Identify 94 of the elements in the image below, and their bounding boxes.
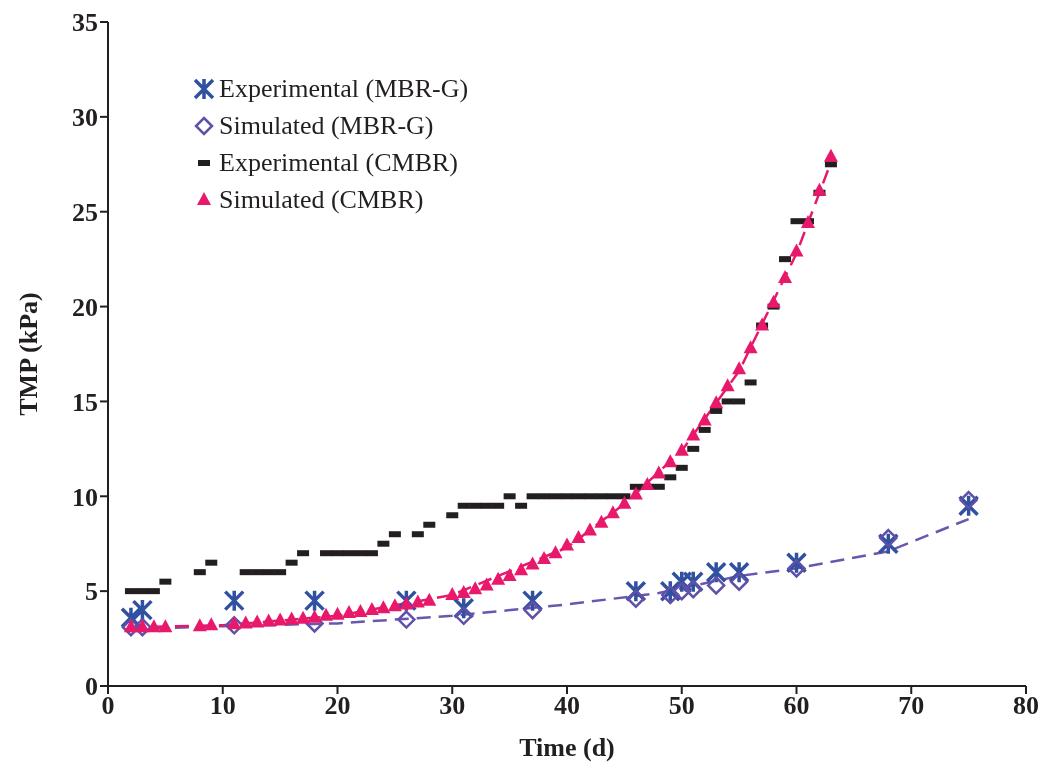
point xyxy=(468,581,483,595)
legend-label: Experimental (CMBR) xyxy=(219,147,459,178)
point xyxy=(330,606,345,620)
x-tick-label: 70 xyxy=(898,691,925,721)
y-tick-label: 35 xyxy=(72,8,98,38)
point xyxy=(879,528,898,548)
point xyxy=(491,571,506,585)
point xyxy=(560,537,574,551)
point xyxy=(158,619,173,633)
point xyxy=(284,611,299,625)
point xyxy=(523,600,542,620)
point xyxy=(395,588,418,613)
point xyxy=(651,465,666,479)
x-tick-label: 10 xyxy=(209,691,236,721)
point xyxy=(661,585,680,605)
y-tick-label: 25 xyxy=(72,197,98,227)
point xyxy=(672,581,691,601)
y-axis-title: TMP (kPa) xyxy=(14,292,44,416)
point xyxy=(709,395,724,409)
legend-label: Simulated (CMBR) xyxy=(219,184,424,215)
x-tick-label: 20 xyxy=(324,691,351,721)
x-tick-label: 40 xyxy=(554,691,580,721)
point xyxy=(238,615,253,629)
point xyxy=(706,576,726,595)
point xyxy=(720,378,735,392)
point xyxy=(192,618,207,632)
point xyxy=(422,592,437,606)
point xyxy=(755,317,770,331)
x-axis-title: Time (d) xyxy=(519,733,615,762)
y-tick-label: 10 xyxy=(72,482,98,512)
point xyxy=(224,616,244,635)
point xyxy=(387,598,402,612)
y-tick-label: 15 xyxy=(72,387,98,417)
point xyxy=(514,562,529,576)
point xyxy=(525,556,540,570)
point xyxy=(787,559,806,578)
point xyxy=(812,182,827,196)
point xyxy=(479,577,494,591)
point xyxy=(307,609,322,623)
x-tick-label: 30 xyxy=(439,691,466,721)
point xyxy=(548,545,563,559)
point xyxy=(800,215,815,229)
point xyxy=(319,607,334,621)
point xyxy=(303,588,326,613)
point xyxy=(674,442,689,456)
point xyxy=(376,600,391,614)
point xyxy=(399,596,414,610)
point xyxy=(789,243,804,257)
x-tick-label: 60 xyxy=(783,691,810,721)
point xyxy=(594,514,609,528)
point xyxy=(697,412,712,426)
point xyxy=(364,602,379,616)
point xyxy=(341,604,356,618)
x-tick-label: 50 xyxy=(668,691,695,721)
point xyxy=(397,610,416,629)
point xyxy=(133,617,152,637)
point xyxy=(582,522,597,536)
point xyxy=(454,606,473,626)
point xyxy=(628,486,643,500)
point xyxy=(456,585,471,599)
y-tick-label: 0 xyxy=(85,672,98,702)
point xyxy=(605,505,620,519)
point xyxy=(729,572,749,591)
point xyxy=(146,619,161,633)
point xyxy=(571,530,586,544)
legend-label: Simulated (MBR-G) xyxy=(219,110,434,141)
point xyxy=(743,340,758,354)
point xyxy=(626,589,646,608)
point xyxy=(250,614,265,628)
point xyxy=(766,294,781,308)
point xyxy=(640,476,655,490)
point xyxy=(823,148,838,162)
point xyxy=(537,550,552,564)
y-tick-label: 30 xyxy=(72,103,98,133)
point xyxy=(683,580,703,599)
point xyxy=(353,604,368,618)
point xyxy=(223,588,245,613)
legend-label: Experimental (MBR-G) xyxy=(219,73,469,104)
point xyxy=(445,586,460,600)
point xyxy=(663,454,678,468)
point xyxy=(410,594,425,608)
point xyxy=(778,270,793,284)
point xyxy=(502,567,517,581)
x-tick-label: 80 xyxy=(1013,691,1039,721)
point xyxy=(204,617,219,631)
point xyxy=(686,427,701,441)
point xyxy=(617,495,632,509)
point xyxy=(959,490,978,510)
point xyxy=(131,598,154,622)
y-tick-label: 5 xyxy=(85,577,98,607)
y-tick-label: 20 xyxy=(72,292,98,322)
point xyxy=(296,610,311,624)
point xyxy=(273,612,288,626)
point xyxy=(732,361,747,375)
